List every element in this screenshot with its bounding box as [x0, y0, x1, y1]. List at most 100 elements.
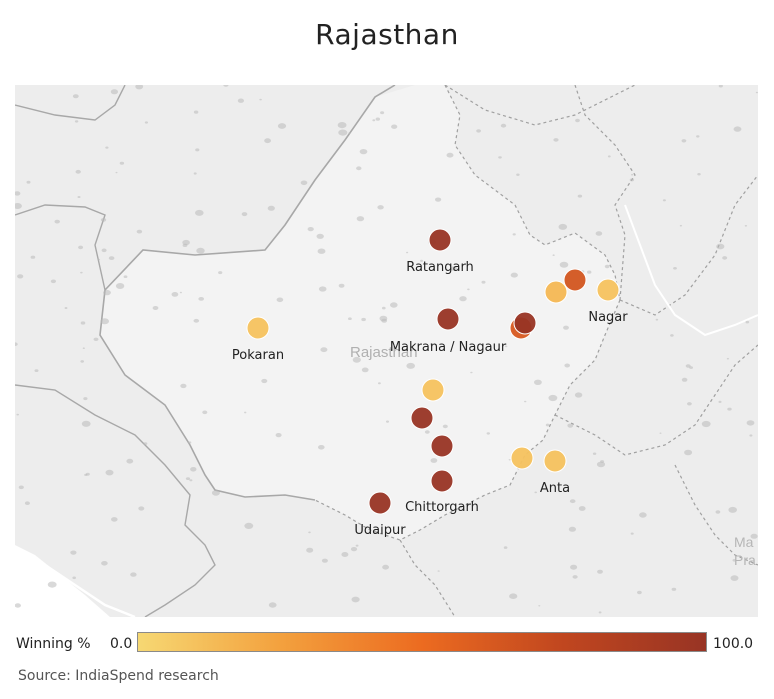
district-speck: [348, 317, 352, 320]
district-speck: [202, 410, 208, 415]
district-speck: [318, 286, 327, 292]
district-speck: [123, 275, 128, 278]
district-speck: [534, 491, 537, 494]
district-speck: [350, 547, 358, 552]
constituency-marker[interactable]: [563, 268, 587, 292]
constituency-marker[interactable]: [428, 228, 452, 252]
district-speck: [136, 229, 143, 234]
district-speck: [715, 510, 721, 514]
legend-max-label: 100.0: [713, 636, 754, 652]
district-speck: [500, 123, 507, 128]
marker-label: Udaipur: [354, 523, 406, 538]
district-speck: [574, 392, 583, 398]
district-speck: [18, 485, 24, 490]
district-speck: [359, 149, 368, 155]
state-border-dashed-south: [399, 539, 456, 617]
district-speck: [504, 345, 508, 348]
legend-min-label: 0.0: [110, 636, 133, 652]
district-speck: [732, 559, 737, 562]
district-speck: [510, 272, 518, 278]
district-speck: [83, 397, 88, 401]
constituency-marker[interactable]: [421, 378, 445, 402]
district-speck: [15, 191, 21, 196]
district-speck: [681, 377, 688, 382]
marker-label: Anta: [540, 481, 570, 496]
district-speck: [316, 233, 324, 239]
district-speck: [568, 526, 577, 532]
constituency-marker[interactable]: [368, 491, 392, 515]
constituency-marker[interactable]: [513, 311, 537, 335]
district-speck: [685, 364, 691, 368]
district-speck: [306, 547, 314, 553]
district-speck: [744, 225, 748, 227]
district-speck: [64, 307, 68, 309]
district-speck: [97, 258, 101, 261]
district-speck: [119, 161, 125, 165]
marker-label: Chittorgarh: [405, 500, 479, 515]
district-speck: [338, 283, 345, 288]
district-speck: [100, 218, 107, 222]
district-speck: [182, 243, 188, 247]
constituency-marker[interactable]: [246, 316, 270, 340]
state-border-dashed-haryana: [574, 85, 636, 301]
constituency-marker[interactable]: [410, 406, 434, 430]
constituency-marker[interactable]: [430, 434, 454, 458]
legend-color-ramp: [137, 632, 707, 652]
district-speck: [563, 325, 569, 330]
district-speck: [143, 442, 148, 445]
state-border-dashed-punjab: [444, 85, 636, 126]
district-speck: [406, 251, 409, 254]
district-speck: [34, 369, 39, 372]
district-speck: [17, 274, 24, 279]
constituency-marker[interactable]: [510, 446, 534, 470]
gujarat-border: [15, 204, 106, 291]
district-speck: [516, 173, 520, 176]
district-speck: [467, 288, 470, 291]
district-speck: [101, 248, 107, 253]
marker-labels-layer: Ratangarh Nagar Makrana / Nagaur Pokaran Ant…: [232, 260, 628, 538]
edge-label-2: Pra: [734, 552, 756, 568]
district-speck: [639, 512, 647, 518]
district-speck: [320, 347, 328, 353]
district-speck: [382, 564, 389, 570]
district-speck: [553, 138, 559, 142]
district-speck: [587, 270, 592, 274]
district-speck: [135, 85, 144, 90]
district-speck: [446, 152, 454, 158]
district-speck: [486, 432, 490, 435]
district-speck: [508, 459, 511, 461]
district-speck: [237, 98, 244, 103]
constituency-marker[interactable]: [596, 278, 620, 302]
district-speck: [152, 306, 159, 310]
district-speck: [592, 452, 597, 455]
district-speck: [111, 517, 118, 522]
district-speck: [659, 432, 662, 434]
district-speck: [701, 420, 711, 428]
district-speck: [718, 85, 723, 88]
district-speck: [211, 490, 220, 496]
district-speck: [244, 522, 254, 529]
constituency-marker[interactable]: [436, 307, 460, 331]
map-canvas[interactable]: Rajasthan Ma Pra Ratangarh Nagar Makrana /…: [15, 85, 758, 617]
map-panel[interactable]: Rajasthan Ma Pra Ratangarh Nagar Makrana /…: [15, 85, 758, 617]
district-speck: [74, 120, 79, 123]
district-speck: [534, 379, 542, 385]
district-speck: [144, 121, 148, 124]
district-speck: [77, 196, 81, 198]
district-speck: [115, 171, 118, 174]
district-speck: [746, 420, 755, 426]
constituency-marker[interactable]: [430, 469, 454, 493]
district-speck: [662, 199, 666, 202]
district-speck: [54, 219, 60, 224]
district-speck: [381, 318, 388, 323]
state-border-dashed-mp: [554, 344, 758, 456]
district-speck: [321, 558, 328, 563]
district-speck: [372, 119, 376, 122]
constituency-marker[interactable]: [543, 449, 567, 473]
district-speck: [378, 382, 381, 385]
state-border-dashed-se: [674, 464, 758, 566]
constituency-marker[interactable]: [544, 280, 568, 304]
district-speck: [223, 85, 229, 87]
district-speck: [264, 138, 271, 144]
district-speck: [356, 216, 365, 222]
